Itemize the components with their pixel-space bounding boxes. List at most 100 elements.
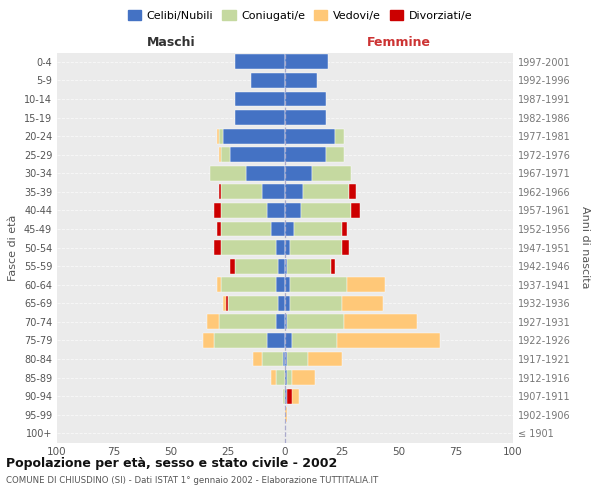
Bar xyxy=(219,128,223,144)
Bar xyxy=(287,258,331,274)
Bar xyxy=(285,128,335,144)
Bar xyxy=(285,222,294,236)
Bar xyxy=(217,222,221,236)
Bar xyxy=(276,314,285,329)
Text: Femmine: Femmine xyxy=(367,36,431,49)
Bar xyxy=(344,314,417,329)
Bar xyxy=(203,333,214,348)
Bar xyxy=(235,54,285,69)
Bar xyxy=(278,296,285,310)
Bar xyxy=(287,388,299,404)
Bar xyxy=(331,258,335,274)
Bar xyxy=(285,314,287,329)
Bar xyxy=(219,184,221,199)
Bar xyxy=(285,388,287,404)
Bar xyxy=(251,73,285,88)
Bar xyxy=(235,110,285,125)
Bar xyxy=(285,407,287,422)
Bar xyxy=(287,370,292,385)
Bar xyxy=(208,314,219,329)
Legend: Celibi/Nubili, Coniugati/e, Vedovi/e, Divorziati/e: Celibi/Nubili, Coniugati/e, Vedovi/e, Di… xyxy=(124,6,476,25)
Bar xyxy=(349,184,351,199)
Bar xyxy=(337,333,440,348)
Bar xyxy=(271,222,285,236)
Bar xyxy=(347,277,385,292)
Bar xyxy=(287,352,308,366)
Bar xyxy=(351,203,353,218)
Bar xyxy=(271,370,276,385)
Bar xyxy=(267,203,285,218)
Bar xyxy=(290,277,347,292)
Bar xyxy=(351,203,360,218)
Bar xyxy=(301,203,351,218)
Bar xyxy=(262,352,283,366)
Bar xyxy=(246,166,285,180)
Bar xyxy=(342,240,349,255)
Y-axis label: Fasce di età: Fasce di età xyxy=(8,214,18,280)
Bar xyxy=(285,92,326,106)
Bar xyxy=(285,147,326,162)
Bar xyxy=(221,184,262,199)
Bar xyxy=(342,296,383,310)
Bar xyxy=(285,296,290,310)
Bar xyxy=(285,54,328,69)
Bar xyxy=(278,258,285,274)
Bar xyxy=(292,333,337,348)
Bar xyxy=(285,370,287,385)
Bar xyxy=(349,184,356,199)
Bar xyxy=(223,128,285,144)
Bar xyxy=(290,240,342,255)
Bar xyxy=(308,352,342,366)
Bar xyxy=(285,184,303,199)
Bar xyxy=(290,296,342,310)
Bar xyxy=(292,370,314,385)
Bar xyxy=(287,388,292,404)
Bar xyxy=(342,222,347,236)
Bar xyxy=(217,128,219,144)
Bar xyxy=(230,258,235,274)
Bar xyxy=(285,240,290,255)
Text: COMUNE DI CHIUSDINO (SI) - Dati ISTAT 1° gennaio 2002 - Elaborazione TUTTITALIA.: COMUNE DI CHIUSDINO (SI) - Dati ISTAT 1°… xyxy=(6,476,378,485)
Bar xyxy=(285,203,301,218)
Bar xyxy=(285,110,326,125)
Bar xyxy=(335,128,344,144)
Bar xyxy=(285,352,287,366)
Bar xyxy=(283,388,285,404)
Bar xyxy=(283,352,285,366)
Bar xyxy=(342,240,347,255)
Bar xyxy=(285,73,317,88)
Bar xyxy=(285,333,292,348)
Bar xyxy=(223,296,228,310)
Bar xyxy=(210,166,246,180)
Bar xyxy=(267,333,285,348)
Bar xyxy=(219,147,221,162)
Bar xyxy=(326,147,344,162)
Bar xyxy=(276,240,285,255)
Text: Popolazione per età, sesso e stato civile - 2002: Popolazione per età, sesso e stato civil… xyxy=(6,458,337,470)
Bar xyxy=(214,240,221,255)
Bar xyxy=(214,333,267,348)
Bar xyxy=(214,203,221,218)
Bar xyxy=(285,258,287,274)
Bar xyxy=(228,296,278,310)
Bar xyxy=(342,222,344,236)
Bar xyxy=(221,240,276,255)
Bar xyxy=(287,314,344,329)
Bar xyxy=(331,258,335,274)
Bar xyxy=(303,184,349,199)
Bar xyxy=(221,277,276,292)
Bar xyxy=(221,203,267,218)
Bar xyxy=(276,370,285,385)
Bar xyxy=(253,352,262,366)
Bar xyxy=(230,147,285,162)
Bar xyxy=(217,277,221,292)
Bar xyxy=(276,277,285,292)
Y-axis label: Anni di nascita: Anni di nascita xyxy=(580,206,590,289)
Bar xyxy=(294,222,342,236)
Bar xyxy=(221,222,271,236)
Bar xyxy=(285,166,313,180)
Text: Maschi: Maschi xyxy=(146,36,196,49)
Bar xyxy=(219,314,276,329)
Bar xyxy=(262,184,285,199)
Bar xyxy=(313,166,351,180)
